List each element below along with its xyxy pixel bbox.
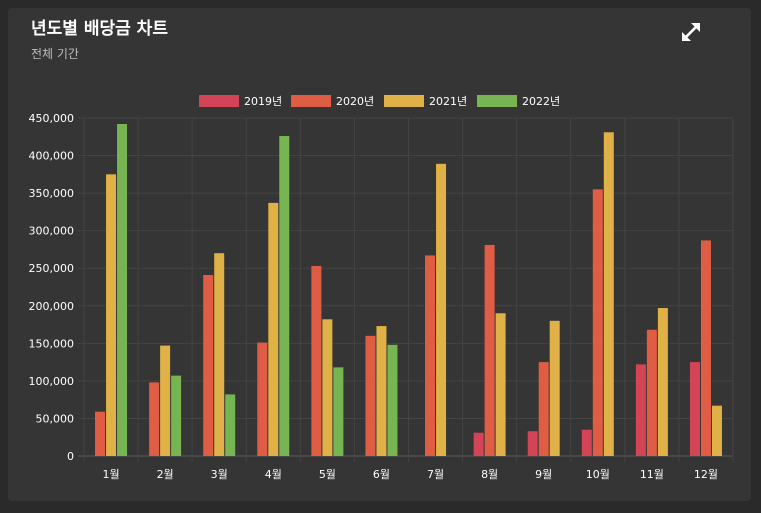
- y-tick-label: 300,000: [29, 225, 75, 238]
- y-tick-label: 200,000: [29, 300, 75, 313]
- chart-title: 년도별 배당금 차트: [31, 19, 168, 39]
- legend-swatch[interactable]: [477, 95, 517, 107]
- bar[interactable]: [311, 265, 322, 456]
- bar[interactable]: [203, 274, 214, 456]
- bar[interactable]: [549, 320, 560, 456]
- bar[interactable]: [322, 319, 333, 456]
- legend-swatch[interactable]: [291, 95, 331, 107]
- bar[interactable]: [484, 244, 495, 456]
- bar[interactable]: [646, 329, 657, 456]
- legend: 2019년 2020년 2021년 2022년: [199, 95, 560, 108]
- legend-label[interactable]: 2019년: [244, 95, 282, 108]
- bar[interactable]: [436, 163, 447, 456]
- legend-swatch[interactable]: [199, 95, 239, 107]
- bar[interactable]: [171, 375, 182, 456]
- y-tick-label: 400,000: [29, 150, 75, 163]
- x-tick-label: 5월: [319, 468, 336, 481]
- y-tick-label: 450,000: [29, 112, 75, 125]
- x-tick-label: 4월: [265, 468, 282, 481]
- grid-lines: [78, 117, 734, 462]
- x-tick-label: 10월: [586, 468, 610, 481]
- bar[interactable]: [279, 136, 290, 456]
- bar[interactable]: [333, 367, 344, 456]
- y-tick-label: 350,000: [29, 187, 75, 200]
- bar[interactable]: [117, 124, 128, 457]
- bar[interactable]: [365, 335, 376, 456]
- bar[interactable]: [268, 202, 279, 456]
- y-tick-label: 250,000: [29, 262, 75, 275]
- x-tick-label: 12월: [694, 468, 718, 481]
- y-tick-label: 150,000: [29, 337, 75, 350]
- legend-label[interactable]: 2022년: [522, 95, 560, 108]
- bar[interactable]: [603, 132, 614, 456]
- x-tick-label: 2월: [157, 468, 174, 481]
- x-tick-label: 8월: [481, 468, 498, 481]
- bar[interactable]: [657, 308, 668, 456]
- y-tick-label: 100,000: [29, 375, 75, 388]
- bar[interactable]: [376, 326, 387, 456]
- x-axis: 1월 2월 3월 4월 5월 6월 7월 8월 9월 10월 11월 12월: [102, 468, 718, 481]
- bar[interactable]: [160, 345, 171, 456]
- x-tick-label: 1월: [102, 468, 119, 481]
- bar[interactable]: [635, 364, 646, 456]
- bar[interactable]: [689, 362, 700, 456]
- expand-arrows-icon[interactable]: [679, 20, 703, 44]
- x-tick-label: 7월: [427, 468, 444, 481]
- bar[interactable]: [700, 240, 711, 456]
- bar[interactable]: [387, 344, 398, 456]
- legend-label[interactable]: 2021년: [429, 95, 467, 108]
- bar[interactable]: [538, 362, 549, 456]
- bar[interactable]: [257, 342, 268, 456]
- legend-label[interactable]: 2020년: [336, 95, 374, 108]
- bar[interactable]: [149, 382, 160, 456]
- bar[interactable]: [225, 394, 236, 456]
- legend-swatch[interactable]: [384, 95, 424, 107]
- y-axis: 0 50,000 100,000 150,000 200,000 250,000 300,0…: [29, 112, 75, 463]
- bar[interactable]: [581, 429, 592, 456]
- x-tick-label: 6월: [373, 468, 390, 481]
- y-tick-label: 50,000: [36, 412, 75, 425]
- x-tick-label: 3월: [211, 468, 228, 481]
- x-tick-label: 9월: [535, 468, 552, 481]
- bar[interactable]: [473, 432, 484, 456]
- bar[interactable]: [592, 189, 603, 456]
- bar[interactable]: [711, 405, 722, 456]
- chart-subtitle: 전체 기간: [31, 47, 79, 61]
- bar[interactable]: [95, 411, 106, 456]
- bar[interactable]: [495, 313, 506, 456]
- x-tick-label: 11월: [640, 468, 664, 481]
- y-tick-label: 0: [67, 450, 74, 463]
- bar[interactable]: [214, 253, 225, 456]
- bar[interactable]: [425, 255, 436, 456]
- bar[interactable]: [527, 431, 538, 456]
- bar[interactable]: [106, 174, 117, 457]
- bars: [95, 124, 722, 457]
